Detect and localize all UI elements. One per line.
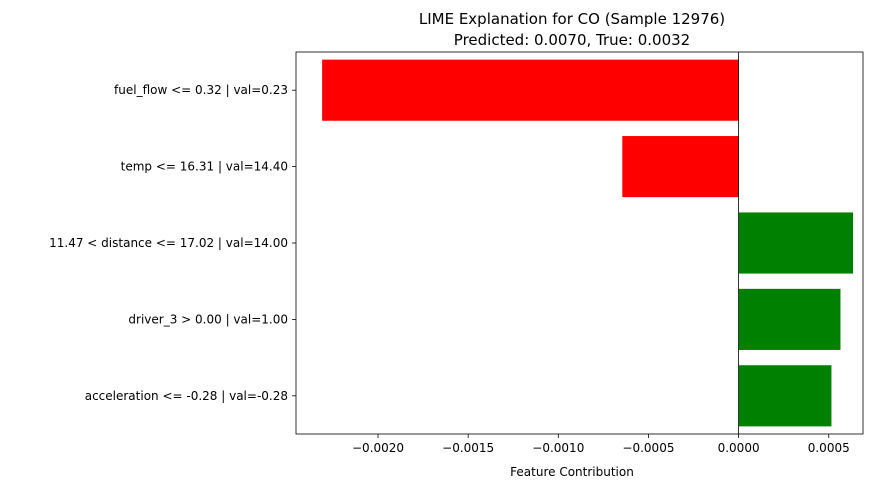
y-tick-label: acceleration <= -0.28 | val=-0.28 bbox=[85, 389, 288, 403]
y-tick-label: fuel_flow <= 0.32 | val=0.23 bbox=[114, 83, 288, 97]
y-tick-label: driver_3 > 0.00 | val=1.00 bbox=[128, 312, 288, 326]
x-tick-label: −0.0005 bbox=[622, 441, 674, 455]
bar-2 bbox=[738, 212, 854, 274]
x-tick-label: −0.0020 bbox=[352, 441, 404, 455]
bar-1 bbox=[622, 136, 739, 198]
bar-3 bbox=[738, 288, 841, 350]
chart-subtitle: Predicted: 0.0070, True: 0.0032 bbox=[454, 31, 690, 49]
y-tick-label: 11.47 < distance <= 17.02 | val=14.00 bbox=[49, 236, 288, 250]
bar-0 bbox=[322, 59, 739, 121]
bars-layer bbox=[322, 59, 854, 427]
bar-4 bbox=[738, 365, 832, 427]
x-tick-label: −0.0010 bbox=[532, 441, 584, 455]
plot-frame bbox=[295, 51, 864, 435]
y-tick-label: temp <= 16.31 | val=14.40 bbox=[121, 160, 288, 174]
chart-title: LIME Explanation for CO (Sample 12976) bbox=[419, 10, 725, 28]
x-tick-label: 0.0000 bbox=[718, 441, 760, 455]
x-ticks-layer: −0.0020 −0.0015 −0.0010 −0.0005 0.0000 0.0005 bbox=[352, 434, 850, 455]
x-axis-label: Feature Contribution bbox=[510, 465, 634, 479]
x-tick-label: −0.0015 bbox=[442, 441, 494, 455]
x-tick-label: 0.0005 bbox=[808, 441, 850, 455]
y-ticks-layer: fuel_flow <= 0.32 | val=0.23 temp <= 16.3… bbox=[49, 83, 296, 403]
